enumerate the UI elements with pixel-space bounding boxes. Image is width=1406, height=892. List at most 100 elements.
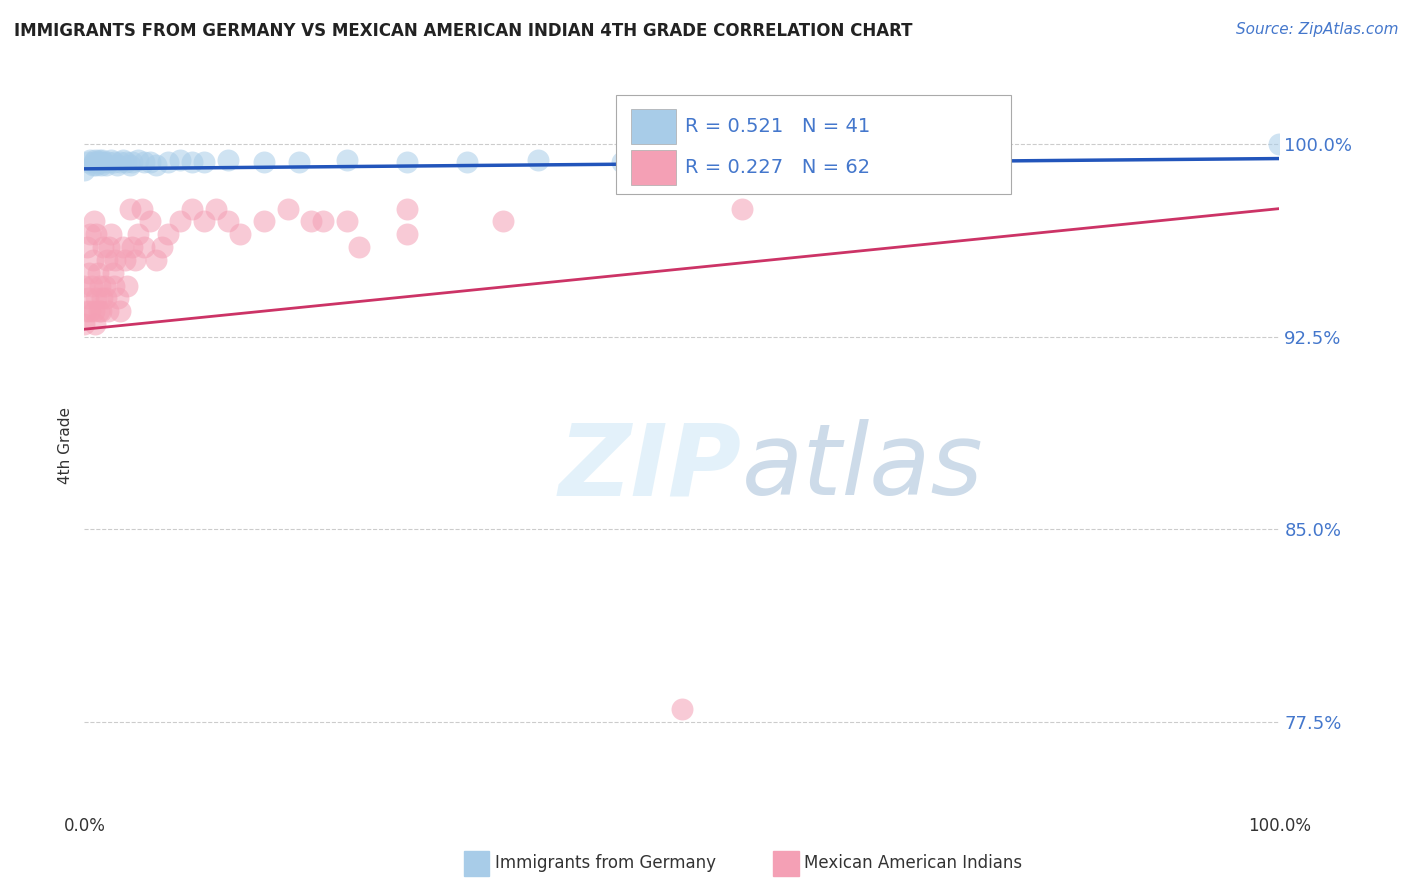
Point xyxy=(73,163,96,178)
Point xyxy=(83,155,105,169)
Point xyxy=(84,317,107,331)
Point xyxy=(91,153,114,167)
Point xyxy=(253,214,276,228)
Point xyxy=(253,155,276,169)
Point xyxy=(86,266,108,280)
Point xyxy=(117,278,139,293)
Point xyxy=(86,155,108,169)
Point xyxy=(970,140,993,154)
Point xyxy=(93,278,115,293)
Point xyxy=(100,227,122,242)
Point xyxy=(101,266,124,280)
Point xyxy=(145,158,167,172)
Point xyxy=(139,155,162,169)
Point xyxy=(139,214,162,228)
Point xyxy=(93,240,115,254)
Point xyxy=(84,153,107,167)
Point xyxy=(90,304,112,318)
Point xyxy=(103,278,125,293)
Point xyxy=(77,292,100,306)
Point xyxy=(73,278,96,293)
Point xyxy=(121,155,143,169)
Point xyxy=(288,155,311,169)
Point xyxy=(82,158,104,172)
Point xyxy=(301,214,323,228)
FancyBboxPatch shape xyxy=(616,95,1011,194)
Point xyxy=(110,304,132,318)
Text: Mexican American Indians: Mexican American Indians xyxy=(804,855,1022,872)
Point xyxy=(79,153,101,167)
Point xyxy=(97,155,120,169)
Point xyxy=(336,214,359,228)
Point xyxy=(80,278,103,293)
Point xyxy=(312,214,335,228)
Point xyxy=(396,202,419,216)
Point xyxy=(181,202,204,216)
Point xyxy=(127,153,149,167)
Y-axis label: 4th Grade: 4th Grade xyxy=(58,408,73,484)
Point xyxy=(121,240,143,254)
FancyBboxPatch shape xyxy=(630,150,676,185)
Point xyxy=(94,158,117,172)
Text: R = 0.227   N = 62: R = 0.227 N = 62 xyxy=(686,158,870,177)
Text: R = 0.521   N = 41: R = 0.521 N = 41 xyxy=(686,117,870,136)
Point xyxy=(86,158,108,172)
Point xyxy=(612,155,634,169)
Point xyxy=(193,155,215,169)
Point xyxy=(150,240,173,254)
Text: IMMIGRANTS FROM GERMANY VS MEXICAN AMERICAN INDIAN 4TH GRADE CORRELATION CHART: IMMIGRANTS FROM GERMANY VS MEXICAN AMERI… xyxy=(14,22,912,40)
Point xyxy=(86,227,108,242)
Point xyxy=(82,252,104,267)
Point xyxy=(229,227,252,242)
Point xyxy=(94,292,117,306)
Point xyxy=(118,158,141,172)
Point xyxy=(118,202,141,216)
Point xyxy=(89,155,111,169)
Point xyxy=(76,240,98,254)
Point xyxy=(110,155,132,169)
Point xyxy=(1268,137,1291,152)
Point xyxy=(77,155,100,169)
Point xyxy=(124,252,146,267)
Point xyxy=(87,304,110,318)
Point xyxy=(336,153,359,167)
Point xyxy=(217,214,239,228)
Point xyxy=(145,252,167,267)
Point xyxy=(396,155,419,169)
Text: ZIP: ZIP xyxy=(558,419,742,516)
Point xyxy=(456,155,478,169)
Point xyxy=(217,153,239,167)
Text: Source: ZipAtlas.com: Source: ZipAtlas.com xyxy=(1236,22,1399,37)
Point xyxy=(396,227,419,242)
Point xyxy=(111,153,134,167)
Point xyxy=(104,252,127,267)
Point xyxy=(492,214,515,228)
Point xyxy=(349,240,371,254)
Point xyxy=(73,317,96,331)
Point xyxy=(132,240,156,254)
Point xyxy=(277,202,299,216)
Point xyxy=(89,278,111,293)
Point xyxy=(93,155,115,169)
Point xyxy=(103,155,125,169)
Point xyxy=(193,214,215,228)
Point xyxy=(79,304,101,318)
Point xyxy=(98,240,121,254)
Point xyxy=(115,155,138,169)
Point xyxy=(86,292,108,306)
Point xyxy=(105,158,128,172)
Point xyxy=(131,202,153,216)
Point xyxy=(169,153,191,167)
Point xyxy=(107,292,129,306)
Point xyxy=(83,304,105,318)
Text: Immigrants from Germany: Immigrants from Germany xyxy=(495,855,716,872)
Point xyxy=(181,155,204,169)
Point xyxy=(731,202,754,216)
Point xyxy=(91,292,114,306)
Point xyxy=(79,227,101,242)
Text: atlas: atlas xyxy=(742,419,983,516)
Point xyxy=(90,158,112,172)
Point xyxy=(114,252,136,267)
Point xyxy=(111,240,134,254)
FancyBboxPatch shape xyxy=(630,109,676,144)
